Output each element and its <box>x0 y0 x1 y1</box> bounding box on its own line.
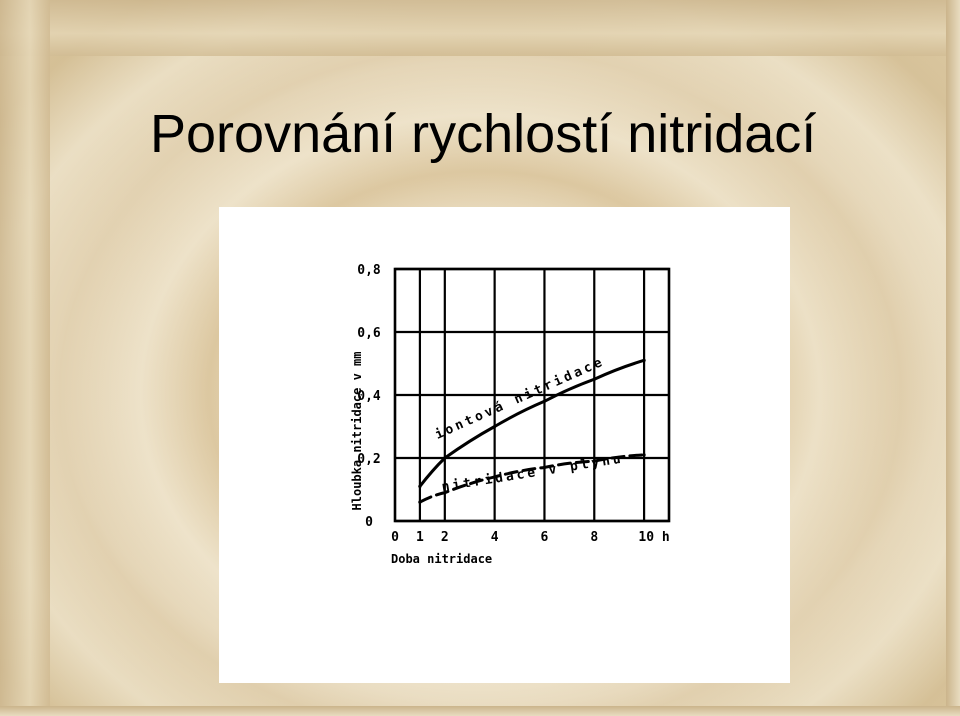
y-tick-label: 0,2 <box>357 452 380 467</box>
series-0-point <box>542 399 547 403</box>
nitriding-depth-chart: 0 0,2 0,4 0,6 0,8 0 1 2 4 6 8 10 h Doba nitridace Hlo… <box>350 263 671 566</box>
slide-title: Porovnání rychlostí nitridací <box>150 104 817 164</box>
series-1-point <box>642 453 646 457</box>
frame-bottom-border <box>0 706 960 716</box>
series-label-0: iontová nitridace <box>433 354 607 443</box>
x-tick-label: 2 <box>441 530 449 545</box>
x-tick-label: 0 <box>391 530 399 545</box>
series-1-point <box>592 459 596 463</box>
x-tick-label: 6 <box>541 530 549 545</box>
series-line-0 <box>418 358 646 488</box>
x-tick-label: 8 <box>590 530 598 545</box>
series-0-point <box>443 456 447 460</box>
x-tick-label: 10 h <box>638 530 669 545</box>
y-tick-label: 0,6 <box>357 326 381 341</box>
series-1-point <box>418 500 422 504</box>
series-0-point <box>418 484 422 488</box>
frame-right-border <box>946 0 960 716</box>
series-1-point <box>493 475 497 479</box>
chart-card: 0 0,2 0,4 0,6 0,8 0 1 2 4 6 8 10 h Doba nitridace Hlo… <box>219 207 790 683</box>
frame-left-border <box>0 0 50 716</box>
x-axis-label: Doba nitridace <box>391 552 492 566</box>
y-axis-label: Hloubka nitridace v mm <box>350 352 364 511</box>
series-0-point <box>592 377 596 381</box>
y-tick-label: 0,4 <box>357 389 381 404</box>
plot-frame <box>393 267 671 523</box>
y-tick-label: 0 <box>365 515 373 530</box>
series-0-point <box>642 358 646 362</box>
series-1-point <box>542 465 547 470</box>
series-line-1 <box>418 453 646 504</box>
series-1-point <box>443 491 447 495</box>
x-tick-label: 4 <box>491 530 499 545</box>
y-tick-label: 0,8 <box>357 263 381 278</box>
series-0-point <box>493 424 497 429</box>
x-tick-label: 1 <box>416 530 424 545</box>
frame-top-border <box>0 0 960 56</box>
